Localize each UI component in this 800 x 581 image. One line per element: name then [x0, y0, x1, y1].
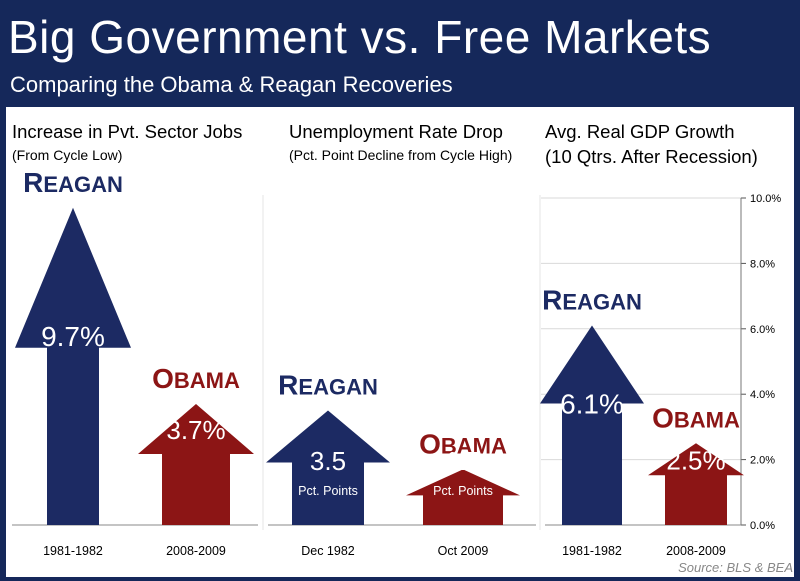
- x-tick-label: 2008-2009: [666, 544, 726, 558]
- y-tick-label: 4.0%: [750, 389, 775, 401]
- chart-area-background: [6, 107, 794, 577]
- panel2-title: Unemployment Rate Drop: [289, 121, 503, 142]
- arrow-bar-obama: [406, 469, 520, 525]
- value-label: 2.5%: [666, 445, 725, 475]
- series-label-obama: OBAMA: [152, 363, 240, 394]
- value-label: 1.7: [445, 446, 481, 476]
- panel3-subtitle: (10 Qtrs. After Recession): [545, 146, 758, 167]
- y-tick-label: 0.0%: [750, 520, 775, 532]
- series-label-reagan: REAGAN: [23, 167, 123, 198]
- arrow-bar-obama: [648, 443, 744, 525]
- unit-label: Pct. Points: [298, 484, 358, 498]
- value-label: 3.5: [310, 446, 346, 476]
- value-label: 9.7%: [41, 321, 105, 352]
- page-title: Big Government vs. Free Markets: [8, 11, 712, 63]
- arrow-bar-obama: [138, 404, 254, 525]
- page-subtitle: Comparing the Obama & Reagan Recoveries: [10, 72, 453, 97]
- source-note: Source: BLS & BEA: [678, 560, 793, 575]
- y-tick-label: 8.0%: [750, 258, 775, 270]
- arrow-bar-reagan: [540, 325, 644, 525]
- x-tick-label: Oct 2009: [438, 544, 489, 558]
- x-tick-label: 1981-1982: [43, 544, 103, 558]
- x-tick-label: 1981-1982: [562, 544, 622, 558]
- series-label-obama: OBAMA: [419, 428, 507, 459]
- panel2-subtitle: (Pct. Point Decline from Cycle High): [289, 147, 512, 163]
- series-label-obama: OBAMA: [652, 402, 740, 433]
- arrow-bar-reagan: [266, 410, 390, 525]
- x-tick-label: Dec 1982: [301, 544, 355, 558]
- value-label: 6.1%: [560, 389, 624, 420]
- series-label-reagan: REAGAN: [542, 285, 642, 316]
- x-tick-label: 2008-2009: [166, 544, 226, 558]
- series-label-reagan: REAGAN: [278, 370, 378, 401]
- unit-label: Pct. Points: [433, 484, 493, 498]
- arrow-bar-reagan: [15, 207, 131, 525]
- y-tick-label: 6.0%: [750, 324, 775, 336]
- value-label: 3.7%: [166, 415, 225, 445]
- panel1-subtitle: (From Cycle Low): [12, 147, 122, 163]
- y-tick-label: 10.0%: [750, 193, 781, 205]
- y-tick-label: 2.0%: [750, 455, 775, 467]
- panel1-title: Increase in Pvt. Sector Jobs: [12, 121, 242, 142]
- panel3-title: Avg. Real GDP Growth: [545, 121, 735, 142]
